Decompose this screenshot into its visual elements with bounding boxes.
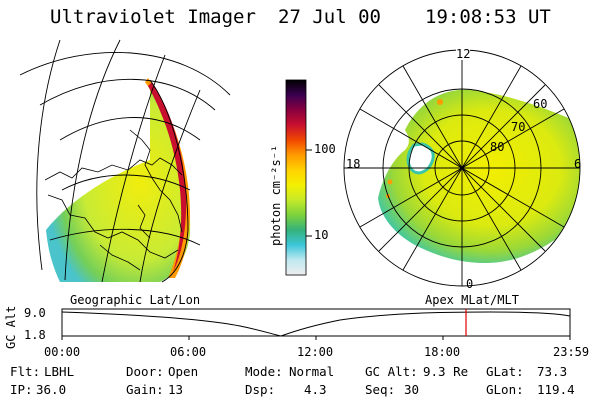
door-label: Door: [126,364,164,379]
ip-label: IP: [10,382,33,397]
dsp-value: 4.3 [304,382,327,397]
date-label: 27 Jul 00 [278,6,381,28]
altitude-curve [61,311,571,337]
mode-value: Normal [289,364,335,379]
time-label: 19:08:53 UT [425,6,551,28]
polar-grid [343,49,581,287]
gc-alt-value: 9.3 Re [423,364,469,379]
polar-cap-edge [406,142,435,175]
door-value: Open [168,364,199,379]
mlt-label-18: 18 [346,157,361,171]
altitude-ytick: 1.8 [24,328,46,342]
polar-map [343,49,581,287]
colorbar-unit-label: photon cm⁻²s⁻¹ [269,144,283,246]
lat-lon-grid [19,39,231,283]
altitude-xtick: 23:59 [553,345,590,359]
glat-value: 73.3 [537,364,568,379]
altitude-xtick: 06:00 [170,345,207,359]
altitude-xtick: 18:00 [424,345,461,359]
gain-value: 13 [168,382,184,397]
altitude-plot [61,308,571,340]
altitude-ytick: 9.0 [24,306,46,320]
colorbar-gradient [285,79,307,276]
flt-label: Flt: [10,364,41,379]
mlt-label-0: 0 [466,277,474,291]
altitude-ylabel: GC Alt [4,305,18,349]
seq-label: Seq: [365,382,396,397]
mode-label: Mode: [245,364,283,379]
altitude-xtick: 00:00 [44,345,81,359]
geographic-caption: Geographic Lat/Lon [70,293,201,307]
emission-spot [437,99,443,105]
continent-outlines [44,129,183,271]
mlat-label-60: 60 [533,97,548,111]
mlat-label-70: 70 [511,120,526,134]
glon-label: GLon: [486,382,524,397]
geographic-map [19,39,231,283]
colorbar-tick-label: 100 [314,142,336,156]
seq-value: 30 [404,382,420,397]
gc-alt-label: GC Alt: [365,364,418,379]
glon-value: 119.4 [537,382,575,397]
mlt-label-12: 12 [456,47,471,61]
mlat-label-80: 80 [490,140,505,154]
ip-value: 36.0 [36,382,67,397]
glat-label: GLat: [486,364,524,379]
colorbar-tick-label: 10 [314,228,329,242]
mlt-label-6: 6 [574,157,582,171]
dayglow-limb-core [148,82,187,272]
gain-label: Gain: [126,382,164,397]
apex-caption: Apex MLat/MLT [425,293,519,307]
altitude-x-ticks [61,336,571,340]
instrument-title: Ultraviolet Imager [50,6,256,28]
colorbar [285,79,312,276]
dsp-label: Dsp: [245,382,276,397]
altitude-plot-frame [61,308,571,337]
flt-value: LBHL [44,364,75,379]
emission-spot [387,179,393,185]
altitude-xtick: 12:00 [297,345,334,359]
